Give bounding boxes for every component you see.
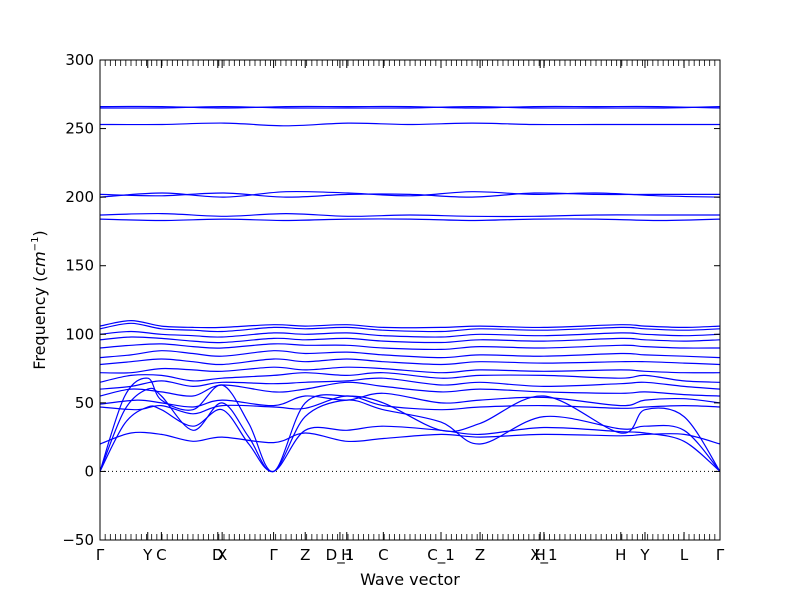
x-tick-label: C_1	[427, 546, 455, 565]
x-tick-label: D_1	[326, 546, 355, 565]
band-line-19	[99, 212, 720, 218]
y-axis-label: Frequency (cm−1)	[30, 230, 49, 369]
band-line-11	[99, 358, 721, 366]
band-line-10	[99, 366, 721, 374]
axes-frame	[99, 59, 721, 541]
x-tick-label: D	[212, 546, 224, 564]
band-line-18	[99, 218, 721, 222]
band-line-14	[99, 336, 721, 344]
y-tick-label: 250	[65, 120, 94, 138]
x-tick-label: H	[535, 546, 546, 564]
band-line-12	[99, 350, 721, 359]
y-tick-label: 100	[65, 325, 94, 343]
y-tick-label: 50	[75, 394, 94, 412]
x-tick-label: Z	[300, 546, 310, 564]
x-tick-label: Z	[475, 546, 485, 564]
y-ticks: −50 0 50 100 150 200 250 300	[62, 51, 720, 549]
series-group	[99, 105, 721, 473]
x-tick-label: X_1	[530, 546, 557, 565]
x-tick-label: C	[156, 546, 166, 564]
x-tick-label: Γ	[716, 546, 725, 564]
band-line-5	[99, 395, 721, 415]
x-ticks: Γ Y C DX Γ Z D_1H C C_1 Z HX_1 H Y L Γ	[96, 60, 725, 565]
x-axis-label: Wave vector	[360, 570, 460, 589]
band-line-4	[99, 431, 721, 445]
band-line-15	[99, 330, 721, 338]
x-tick-label: Y	[639, 546, 650, 564]
y-tick-label: 200	[65, 188, 94, 206]
x-tick-label: X	[217, 546, 227, 564]
x-tick-label: Γ	[269, 546, 278, 564]
y-tick-label: −50	[62, 531, 94, 549]
band-line-21	[99, 192, 720, 198]
band-line-20	[99, 190, 721, 198]
band-line-7	[99, 381, 721, 397]
band-line-1	[99, 405, 721, 473]
x-tick-label: Y	[142, 546, 153, 564]
y-tick-label: 0	[84, 462, 94, 480]
band-line-13	[99, 343, 721, 351]
band-line-2	[99, 387, 721, 473]
y-tick-label: 150	[65, 257, 94, 275]
x-tick-label: C	[378, 546, 388, 564]
band-line-22	[99, 122, 720, 127]
x-tick-label: H	[341, 546, 352, 564]
band-line-3	[99, 377, 721, 473]
band-line-8	[99, 377, 721, 390]
band-line-16	[99, 322, 721, 333]
x-tick-label: H	[615, 546, 626, 564]
band-line-17	[99, 319, 721, 329]
band-line-6	[99, 392, 721, 408]
y-tick-label: 300	[65, 51, 94, 69]
x-tick-label: Γ	[96, 546, 105, 564]
x-tick-label: L	[680, 546, 689, 564]
band-line-24	[99, 105, 721, 109]
band-line-23	[99, 105, 721, 109]
band-line-9	[99, 372, 721, 383]
